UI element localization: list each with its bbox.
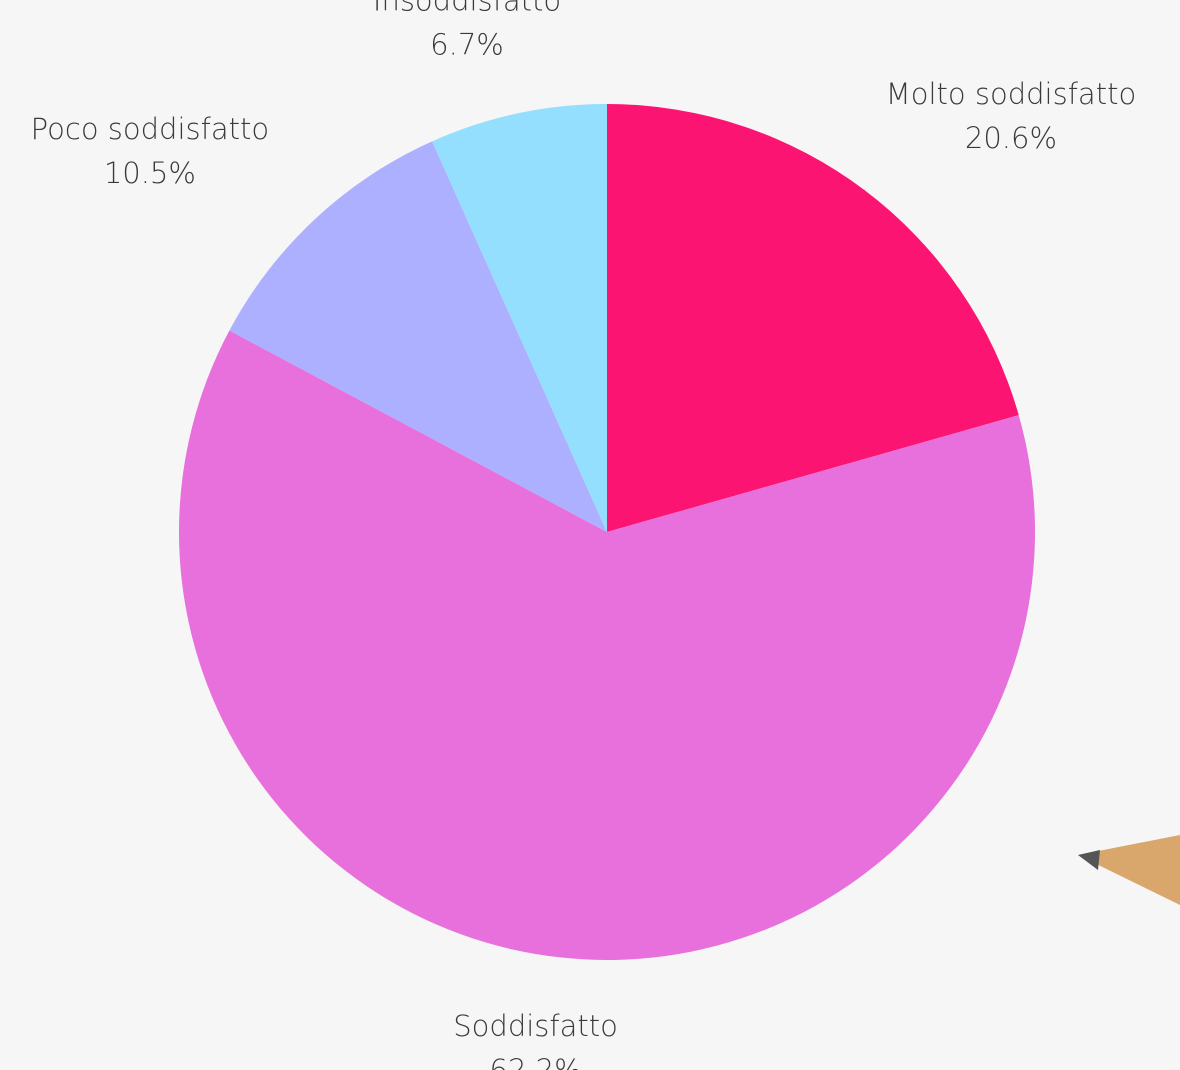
slice-value-label: 10.5% — [104, 156, 196, 190]
slice-label: Poco soddisfatto — [31, 112, 269, 146]
slice-label: Molto soddisfatto — [886, 77, 1136, 111]
pie-slice — [432, 104, 607, 532]
slice-value-label: 62.2% — [490, 1053, 582, 1070]
pie-slice — [178, 330, 1035, 961]
slice-value-label: 6.7% — [430, 27, 504, 61]
pie-slice — [229, 141, 608, 533]
pencil — [1078, 835, 1180, 905]
slice-value-label: 20.6% — [965, 121, 1057, 155]
slice-label: Insoddisfatto — [373, 0, 561, 17]
slice-label: Soddisfatto — [453, 1009, 618, 1043]
pie-slice — [607, 104, 1019, 532]
